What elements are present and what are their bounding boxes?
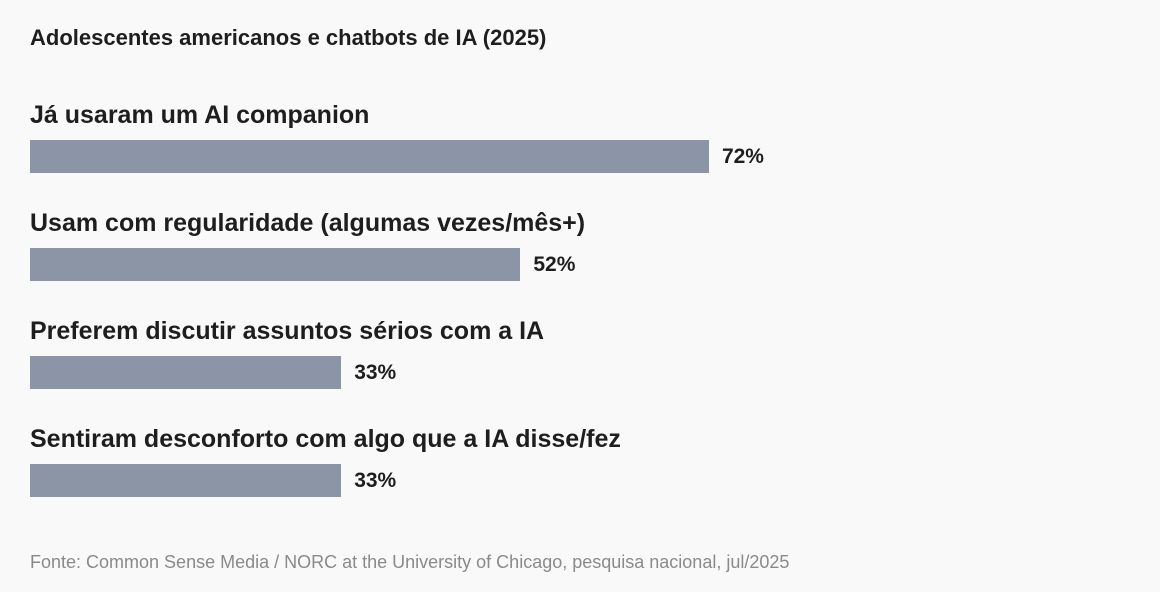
- bar-track: 72%: [30, 140, 973, 173]
- bar-group-1: Usam com regularidade (algumas vezes/mês…: [30, 207, 1130, 315]
- bar: [30, 464, 342, 497]
- bar-value-label: 72%: [721, 145, 764, 168]
- chart-title: Adolescentes americanos e chatbots de IA…: [30, 25, 547, 50]
- source-note: Fonte: Common Sense Media / NORC at the …: [30, 552, 790, 572]
- bar-label: Usam com regularidade (algumas vezes/mês…: [30, 209, 586, 237]
- bar-value-label: 33%: [354, 361, 397, 384]
- bar-label: Já usaram um AI companion: [30, 101, 370, 129]
- bar-track: 33%: [30, 356, 973, 389]
- bar: [30, 356, 342, 389]
- bar-group-2: Preferem discutir assuntos sérios com a …: [30, 315, 1130, 423]
- bar-value-label: 33%: [354, 469, 397, 492]
- bar-label: Sentiram desconforto com algo que a IA d…: [30, 425, 621, 453]
- bar-group-3: Sentiram desconforto com algo que a IA d…: [30, 423, 1130, 531]
- bar: [30, 248, 521, 281]
- bar-group-0: Já usaram um AI companion 72%: [30, 99, 1130, 207]
- bar-label: Preferem discutir assuntos sérios com a …: [30, 317, 545, 345]
- bar-value-label: 52%: [533, 253, 576, 276]
- bar-track: 52%: [30, 248, 973, 281]
- bar-track: 33%: [30, 464, 973, 497]
- bar: [30, 140, 709, 173]
- bar-chart: Já usaram um AI companion 72% Usam com r…: [30, 99, 1130, 531]
